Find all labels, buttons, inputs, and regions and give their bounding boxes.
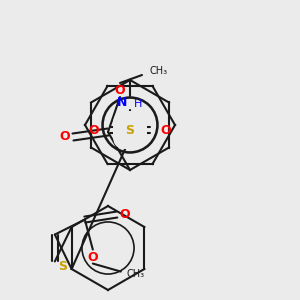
Text: N: N (117, 95, 127, 109)
Text: O: O (60, 130, 70, 143)
Text: S: S (125, 124, 134, 136)
Text: CH₃: CH₃ (150, 66, 168, 76)
Text: CH₃: CH₃ (127, 268, 145, 279)
Text: O: O (89, 124, 99, 136)
Text: O: O (115, 83, 125, 97)
Text: H: H (134, 99, 142, 109)
Text: O: O (88, 251, 98, 264)
Text: O: O (161, 124, 171, 136)
Text: O: O (119, 208, 130, 221)
Text: S: S (58, 260, 67, 273)
